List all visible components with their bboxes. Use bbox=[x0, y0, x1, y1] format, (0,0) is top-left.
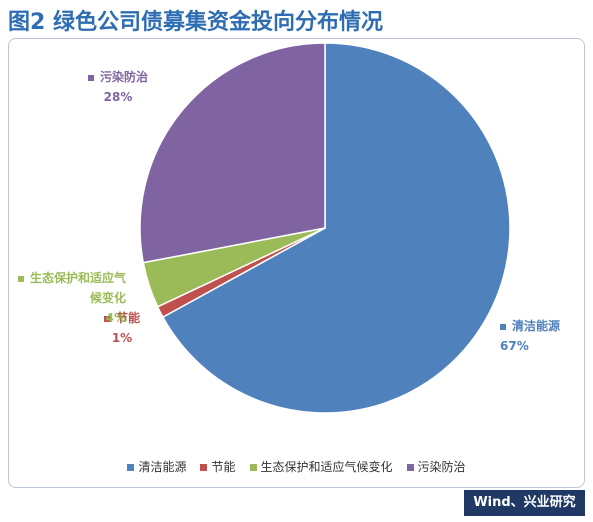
pie-slice bbox=[139, 42, 326, 264]
label-category: 生态保护和适应气候变化 bbox=[29, 271, 126, 305]
label-category: 污染防治 bbox=[100, 70, 149, 84]
legend-marker bbox=[249, 464, 257, 471]
label-category: 清洁能源 bbox=[512, 319, 561, 333]
label-value: 1% bbox=[111, 331, 133, 345]
legend: 清洁能源 节能 生态保护和适应气候变化 污染防治 bbox=[8, 458, 585, 475]
legend-label: 清洁能源 bbox=[138, 460, 187, 474]
label-value: 67% bbox=[500, 339, 529, 353]
label-value: 28% bbox=[103, 90, 133, 104]
data-label: 污染防治 28% bbox=[88, 67, 148, 107]
chart-frame bbox=[8, 38, 585, 488]
legend-item: 生态保护和适应气候变化 bbox=[249, 458, 393, 475]
data-label: 节能 1% bbox=[104, 308, 140, 348]
legend-item: 节能 bbox=[200, 458, 236, 475]
legend-label: 节能 bbox=[211, 460, 236, 474]
legend-marker bbox=[200, 464, 208, 471]
legend-marker bbox=[406, 464, 414, 471]
label-category: 节能 bbox=[116, 311, 141, 325]
label-marker bbox=[104, 315, 110, 322]
pie-slice bbox=[161, 42, 511, 414]
legend-label: 生态保护和适应气候变化 bbox=[260, 460, 393, 474]
legend-label: 污染防治 bbox=[417, 460, 466, 474]
source: Wind、兴业研究 bbox=[464, 490, 585, 516]
data-label: 清洁能源 67% bbox=[500, 316, 560, 356]
label-value: 4% bbox=[105, 311, 126, 325]
chart-title: 图2 绿色公司债募集资金投向分布情况 bbox=[8, 10, 383, 35]
label-marker bbox=[500, 323, 506, 330]
legend-item: 污染防治 bbox=[406, 458, 466, 475]
legend-item: 清洁能源 bbox=[127, 458, 186, 475]
label-marker bbox=[88, 74, 94, 81]
label-marker bbox=[17, 275, 24, 282]
data-label: 生态保护和适应气候变化 4% bbox=[14, 268, 126, 328]
legend-marker bbox=[127, 464, 135, 471]
